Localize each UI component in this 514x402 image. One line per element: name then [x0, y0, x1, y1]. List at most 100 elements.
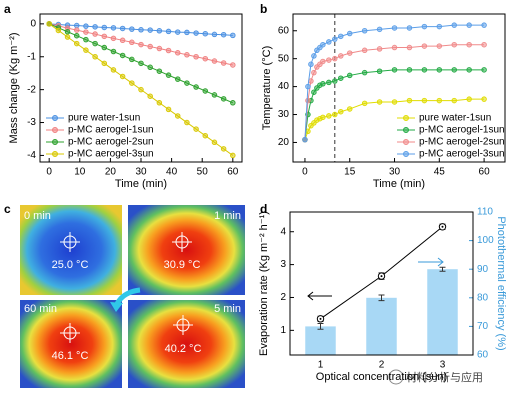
marker — [101, 24, 108, 31]
marker — [332, 78, 338, 84]
marker — [119, 73, 126, 80]
marker — [73, 27, 80, 33]
y-tick-label: 50 — [278, 53, 290, 64]
temperature-label: 40.2 °C — [165, 343, 202, 355]
marker — [64, 29, 71, 35]
y2-tick-label: 110 — [477, 207, 493, 218]
y-tick-label: -2 — [27, 84, 36, 95]
marker — [230, 62, 236, 68]
marker — [466, 22, 472, 28]
legend-label: p-MC aerogel-1sun — [68, 125, 154, 136]
marker — [230, 32, 236, 39]
legend-label: pure water-1sun — [68, 113, 140, 124]
marker — [101, 33, 108, 40]
marker — [326, 113, 332, 119]
marker — [202, 30, 209, 37]
marker — [391, 25, 398, 31]
marker — [391, 67, 398, 73]
marker — [436, 67, 443, 73]
marker — [110, 25, 117, 31]
x-tick-label: 40 — [166, 167, 178, 178]
marker — [156, 28, 163, 34]
x-tick-label: 50 — [197, 167, 209, 178]
marker — [421, 43, 428, 49]
marker — [101, 60, 108, 67]
y-tick-label: 2 — [280, 292, 286, 303]
marker — [466, 96, 472, 102]
y-tick-label: -4 — [27, 150, 36, 161]
x-axis-label: Optical concentration (sun) — [316, 371, 447, 383]
marker — [406, 67, 413, 73]
marker — [406, 25, 413, 31]
legend-marker — [403, 127, 409, 133]
marker — [174, 50, 181, 56]
x-tick-label: 60 — [227, 167, 239, 178]
y-tick-label: 60 — [278, 25, 290, 36]
legend-marker — [403, 115, 409, 121]
marker — [110, 48, 117, 55]
marker — [320, 41, 326, 48]
plot-frame — [292, 13, 506, 163]
marker — [202, 132, 209, 139]
marker — [481, 67, 487, 73]
thermal-image — [128, 205, 245, 295]
marker — [451, 67, 457, 73]
x-tick-label: 15 — [344, 167, 356, 178]
marker — [193, 54, 199, 60]
panel-c: c 0 min 25.0 °C 1 min 30.9 °C 60 min 46.… — [4, 202, 245, 388]
cycle-arrow-head — [110, 302, 123, 312]
marker — [119, 25, 126, 32]
y-tick-label: -3 — [27, 117, 36, 128]
plot-frame — [39, 13, 243, 163]
marker — [311, 53, 317, 59]
marker — [436, 23, 443, 30]
marker — [101, 44, 108, 51]
marker — [211, 58, 218, 64]
marker — [346, 30, 353, 37]
y-tick-label: 20 — [278, 137, 290, 148]
temperature-label: 30.9 °C — [164, 259, 201, 271]
marker — [138, 41, 144, 48]
x-axis-label: Time (min) — [115, 178, 167, 190]
watermark-logo — [388, 369, 404, 385]
time-label: 0 min — [24, 210, 51, 222]
marker — [305, 83, 311, 90]
marker — [129, 26, 135, 32]
y-tick-label: 4 — [280, 226, 286, 237]
bar — [427, 269, 458, 355]
marker — [376, 26, 383, 33]
marker — [202, 88, 209, 94]
marker — [156, 45, 163, 52]
marker — [326, 39, 332, 45]
marker — [147, 93, 153, 99]
marker — [83, 23, 89, 29]
x-tick-label: 2 — [379, 360, 385, 371]
marker — [83, 36, 89, 43]
x-axis-label: Time (min) — [373, 178, 425, 190]
temperature-label: 46.1 °C — [52, 350, 89, 362]
marker — [193, 84, 199, 90]
legend-label: p-MC aerogel-2sun — [419, 137, 505, 148]
marker — [230, 152, 236, 159]
marker — [184, 119, 190, 126]
legend-label: p-MC aerogel-3sun — [419, 149, 505, 160]
y-axis-label: Evaporation rate (Kg m⁻² h⁻¹) — [258, 211, 270, 356]
y2-tick-label: 100 — [477, 235, 494, 246]
marker — [376, 99, 383, 105]
marker — [147, 43, 153, 50]
panel-label: a — [4, 2, 11, 16]
marker — [338, 53, 344, 59]
marker — [46, 21, 52, 27]
x-tick-label: 0 — [46, 167, 52, 178]
marker-dot — [441, 225, 444, 228]
y-tick-label: 3 — [280, 259, 286, 270]
legend-marker — [52, 139, 58, 145]
marker — [211, 31, 218, 38]
marker — [451, 97, 457, 104]
y-axis-label: Mass change (Kg m⁻²) — [8, 33, 20, 144]
temperature-label: 25.0 °C — [52, 259, 89, 271]
marker — [220, 60, 227, 66]
marker — [202, 55, 209, 62]
y-tick-label: -1 — [27, 51, 36, 62]
